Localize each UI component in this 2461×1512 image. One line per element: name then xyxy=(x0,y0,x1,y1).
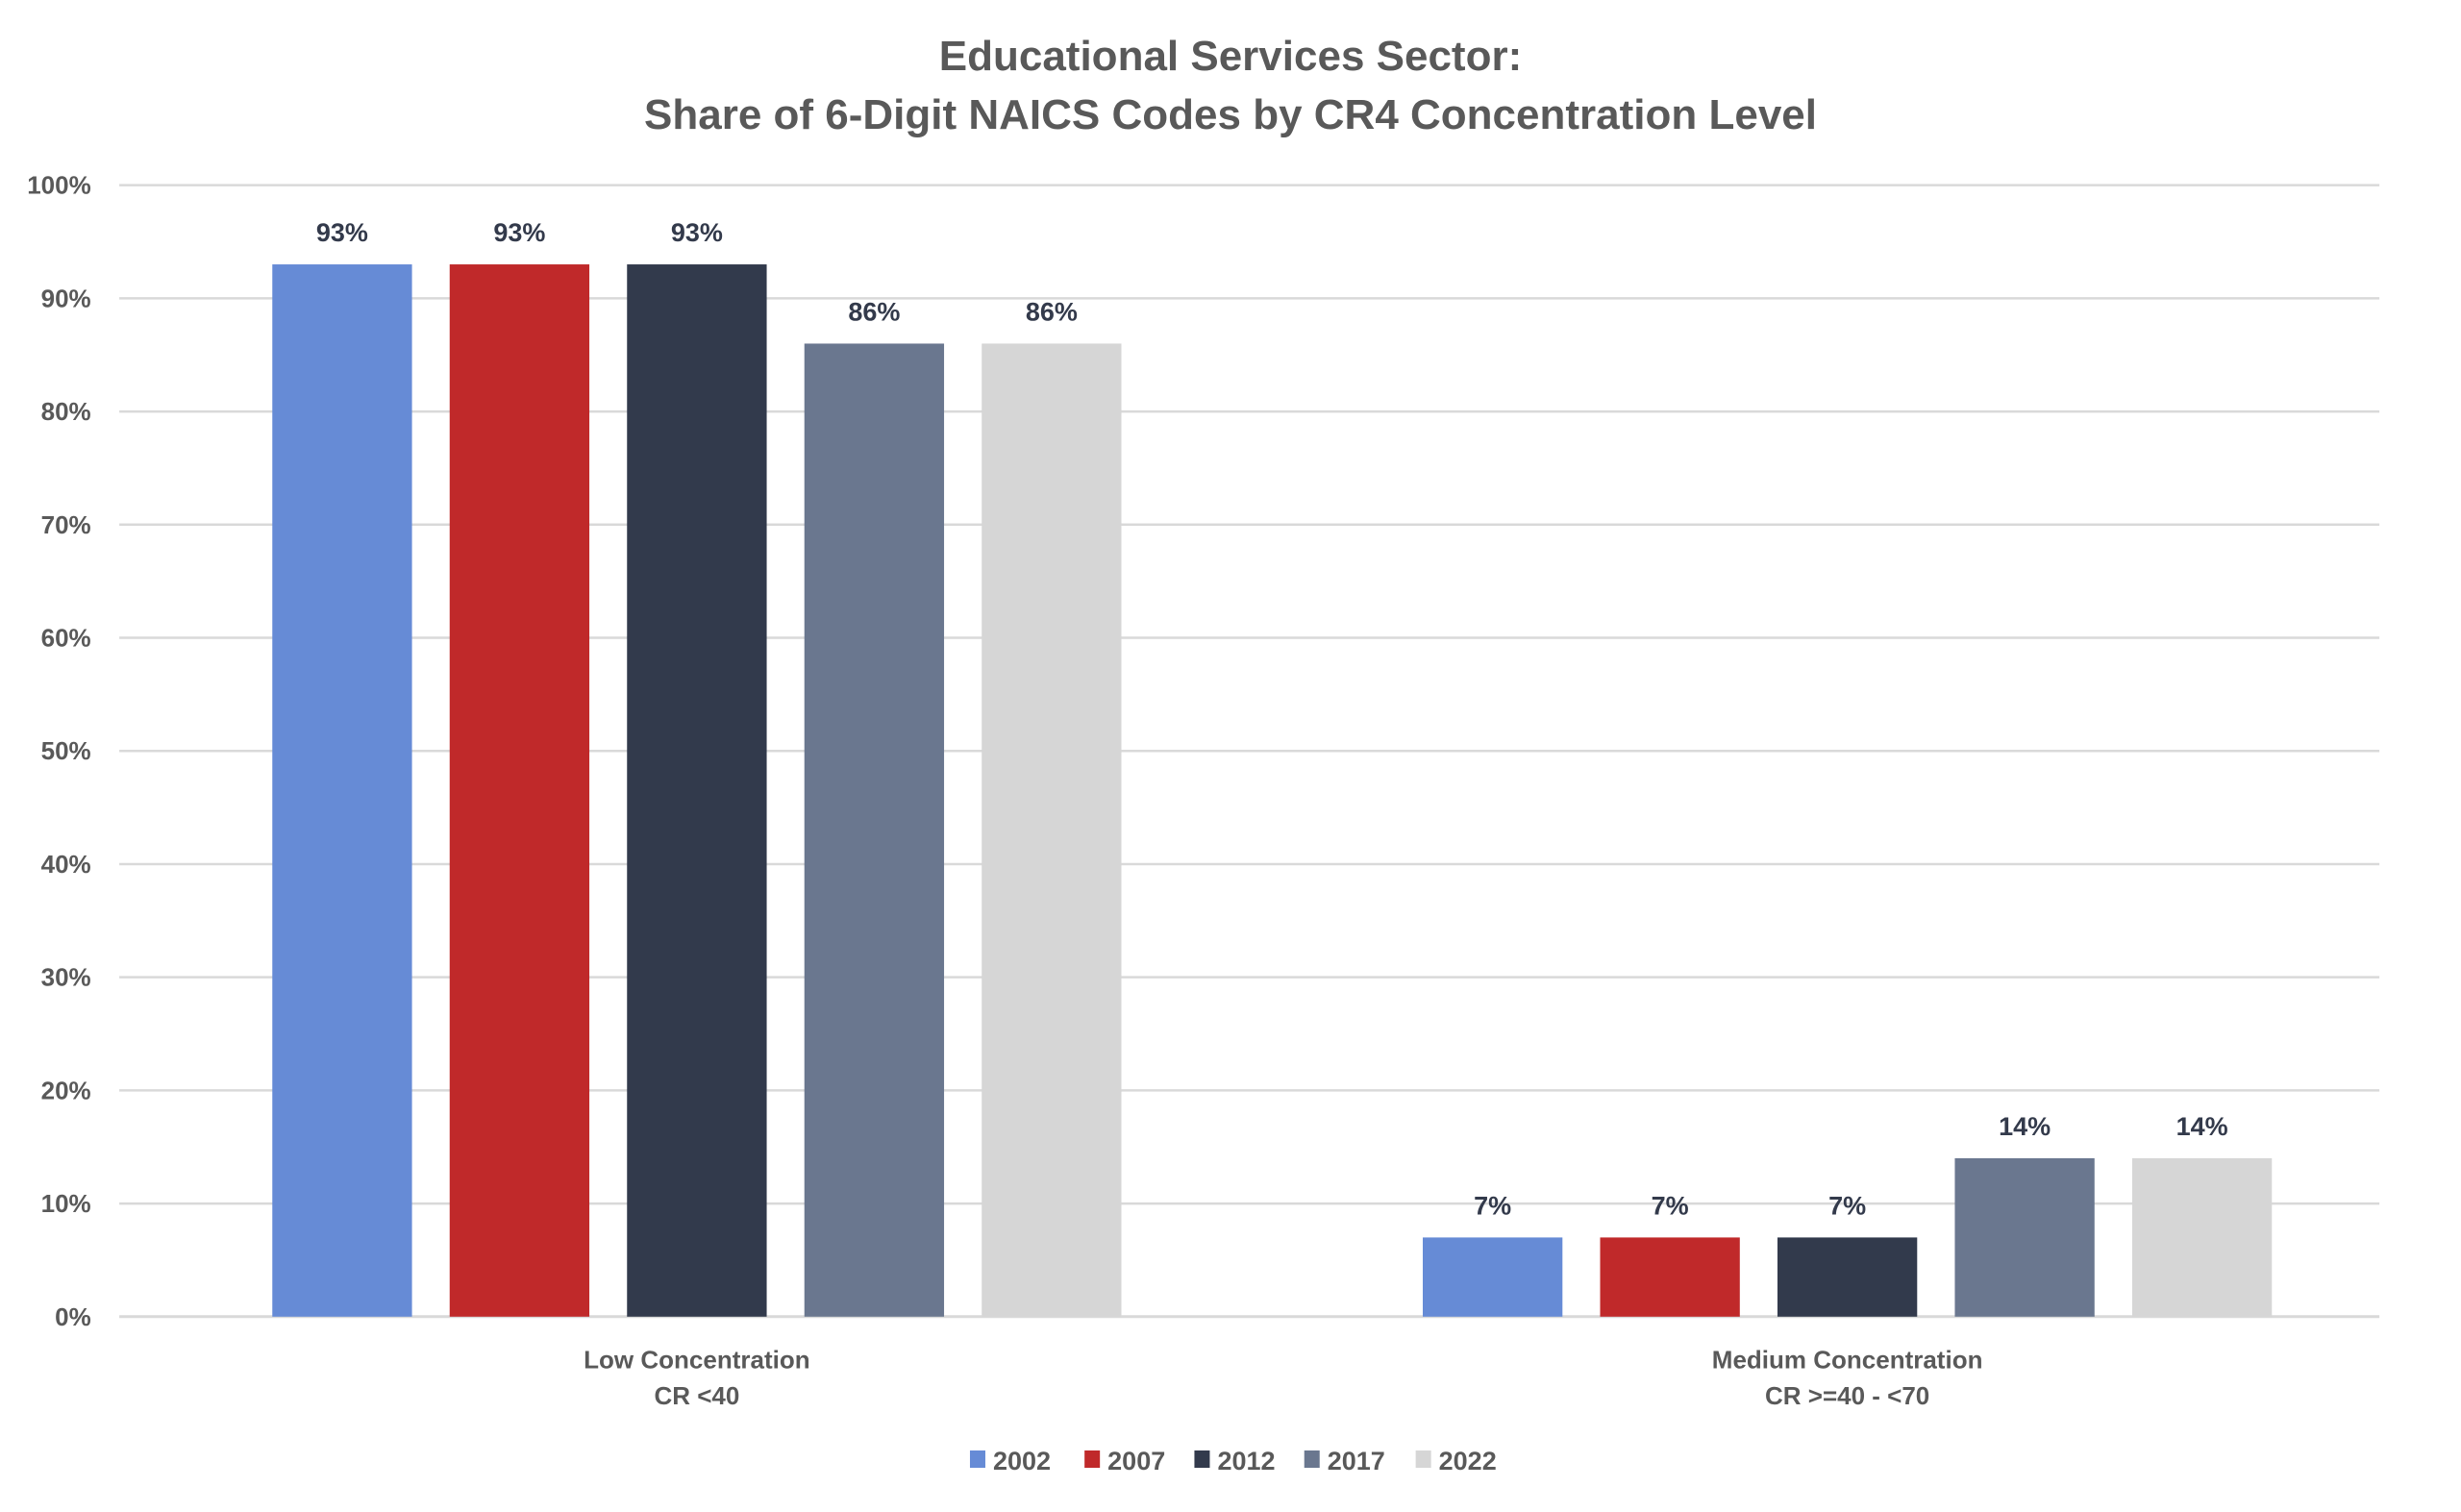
legend-swatch xyxy=(1194,1450,1210,1468)
legend-label: 2022 xyxy=(1439,1447,1497,1475)
y-tick-label: 60% xyxy=(41,624,91,653)
chart-title: Educational Services Sector: xyxy=(939,33,1522,80)
data-label: 93% xyxy=(316,218,368,247)
legend-item-2007: 2007 xyxy=(1084,1447,1165,1475)
bar-2007-medium xyxy=(1600,1237,1740,1317)
y-tick-label: 90% xyxy=(41,284,91,312)
bar-2012-medium xyxy=(1777,1237,1918,1317)
y-axis-ticks: 0% 10% 20% 30% 40% 50% 60% 70% 80% 90% 100% xyxy=(27,171,91,1331)
category-label-line2: CR >=40 - <70 xyxy=(1765,1381,1929,1410)
data-label: 14% xyxy=(1999,1112,2051,1141)
bar-2002-medium xyxy=(1423,1237,1563,1317)
bars xyxy=(272,264,2273,1317)
legend-swatch xyxy=(1304,1450,1320,1468)
bar-2022-medium xyxy=(2131,1157,2273,1317)
bar-2012-low xyxy=(627,264,767,1317)
legend-swatch xyxy=(969,1450,985,1468)
bar-2022-low xyxy=(982,343,1122,1317)
data-labels: 93% 93% 93% 86% 86% 7% 7% 7% 14% 14% xyxy=(316,218,2228,1220)
category-label-line2: CR <40 xyxy=(654,1381,739,1410)
category-label-line1: Medium Concentration xyxy=(1712,1346,1983,1375)
data-label: 7% xyxy=(1652,1191,1689,1220)
legend-label: 2002 xyxy=(993,1447,1051,1475)
y-tick-label: 80% xyxy=(41,397,91,426)
legend-item-2017: 2017 xyxy=(1304,1447,1385,1475)
legend-swatch xyxy=(1084,1450,1101,1468)
data-label: 86% xyxy=(848,297,900,326)
legend: 2002 2007 2012 2017 2022 xyxy=(969,1447,1497,1475)
legend-label: 2012 xyxy=(1217,1447,1275,1475)
legend-item-2002: 2002 xyxy=(969,1447,1051,1475)
data-label: 86% xyxy=(1026,297,1078,326)
data-label: 14% xyxy=(2176,1112,2228,1141)
y-tick-label: 30% xyxy=(41,963,91,992)
bar-2017-medium xyxy=(1954,1157,2095,1317)
bar-2017-low xyxy=(804,343,945,1317)
legend-label: 2017 xyxy=(1328,1447,1385,1475)
x-axis-categories: Low Concentration CR <40 Medium Concentrat… xyxy=(584,1346,1982,1411)
y-tick-label: 0% xyxy=(55,1302,91,1331)
data-label: 7% xyxy=(1828,1191,1866,1220)
y-tick-label: 70% xyxy=(41,510,91,539)
category-label-line1: Low Concentration xyxy=(584,1346,809,1375)
y-tick-label: 40% xyxy=(41,850,91,879)
y-tick-label: 20% xyxy=(41,1076,91,1104)
legend-swatch xyxy=(1415,1450,1431,1468)
legend-label: 2007 xyxy=(1107,1447,1165,1475)
legend-item-2022: 2022 xyxy=(1415,1447,1497,1475)
data-label: 7% xyxy=(1474,1191,1511,1220)
data-label: 93% xyxy=(671,218,723,247)
bar-2007-low xyxy=(449,264,590,1317)
y-tick-label: 100% xyxy=(27,171,91,200)
y-tick-label: 10% xyxy=(41,1189,91,1218)
legend-item-2012: 2012 xyxy=(1194,1447,1276,1475)
y-tick-label: 50% xyxy=(41,736,91,765)
chart-subtitle: Share of 6-Digit NAICS Codes by CR4 Conc… xyxy=(644,91,1817,138)
data-label: 93% xyxy=(493,218,545,247)
bar-2002-low xyxy=(272,264,412,1317)
